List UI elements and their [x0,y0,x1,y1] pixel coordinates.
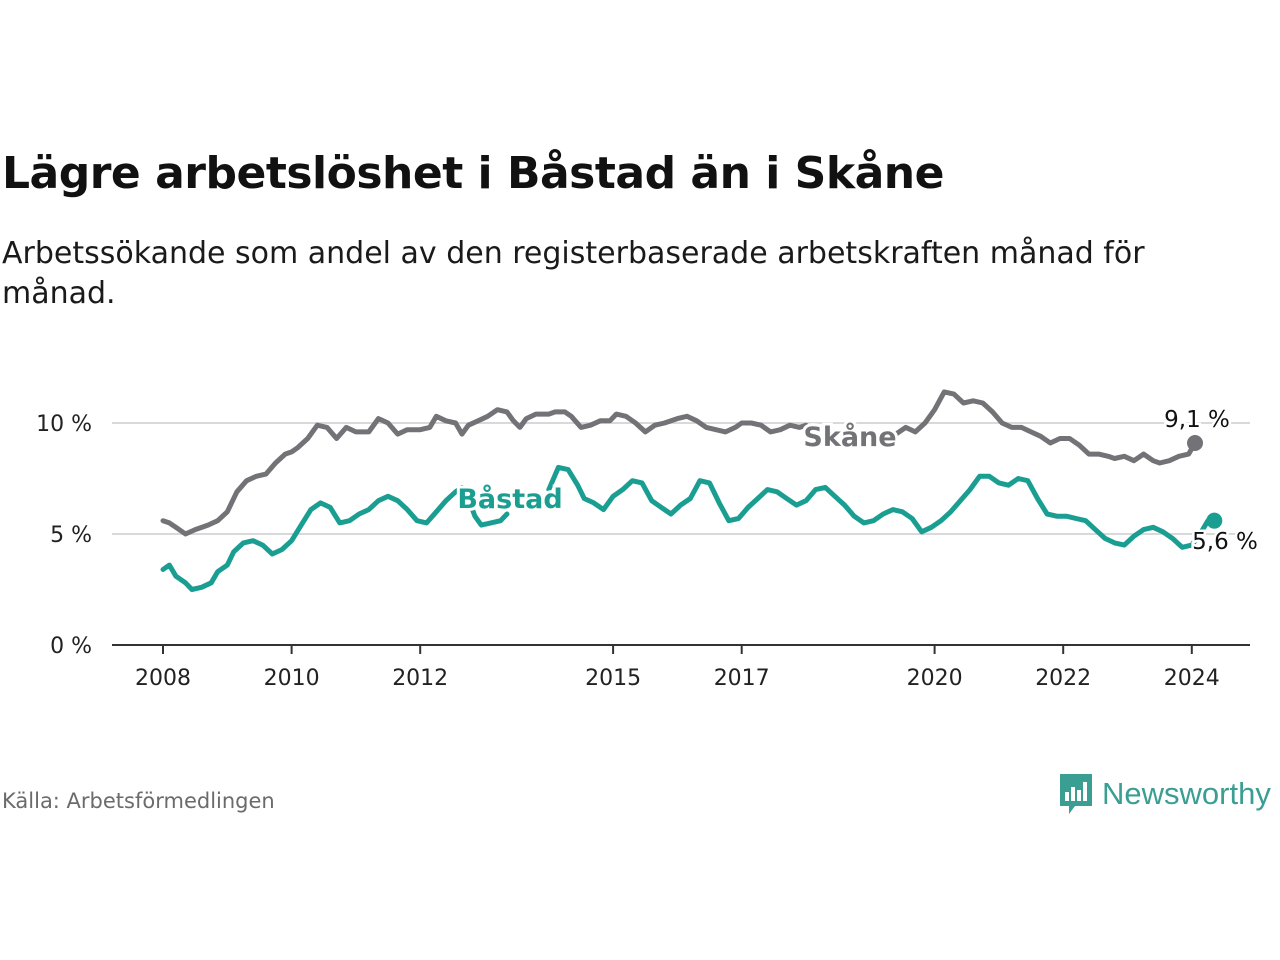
x-tick-label: 2012 [392,666,448,691]
y-tick-label: 5 % [50,523,92,548]
series-line-skane [160,389,1198,537]
x-tick-label: 2022 [1035,666,1091,691]
line-chart: 0 % 5 % 10 % 2008 2010 2012 2015 2017 2020 2022 20… [36,389,1260,691]
end-value-label-skane: 9,1 % [1164,407,1230,433]
y-tick-label: 0 % [50,634,92,659]
series-end-point-skane [1187,434,1204,451]
series-label-bastad: Båstad [457,483,562,515]
x-tick-label: 2024 [1164,666,1220,691]
series-label-skane: Skåne [803,421,896,453]
chart-title: Lägre arbetslöshet i Båstad än i Skåne [2,148,944,199]
source-note: Källa: Arbetsförmedlingen [2,789,275,813]
x-tick-label: 2010 [264,666,320,691]
x-tick-label: 2017 [714,666,770,691]
brand-name: Newsworthy [1102,776,1271,811]
end-value-label-bastad: 5,6 % [1192,529,1258,555]
newsworthy-logo-icon [1060,774,1092,814]
series-end-point-bastad [1206,512,1223,529]
x-tick-label: 2015 [585,666,641,691]
series-line-bastad [160,464,1217,592]
brand-logo: Newsworthy [1058,772,1271,816]
x-tick-label: 2008 [135,666,191,691]
x-tick-label: 2020 [907,666,963,691]
y-tick-label: 10 % [36,412,92,437]
chart-subtitle: Arbetssökande som andel av den registerb… [2,236,1145,311]
